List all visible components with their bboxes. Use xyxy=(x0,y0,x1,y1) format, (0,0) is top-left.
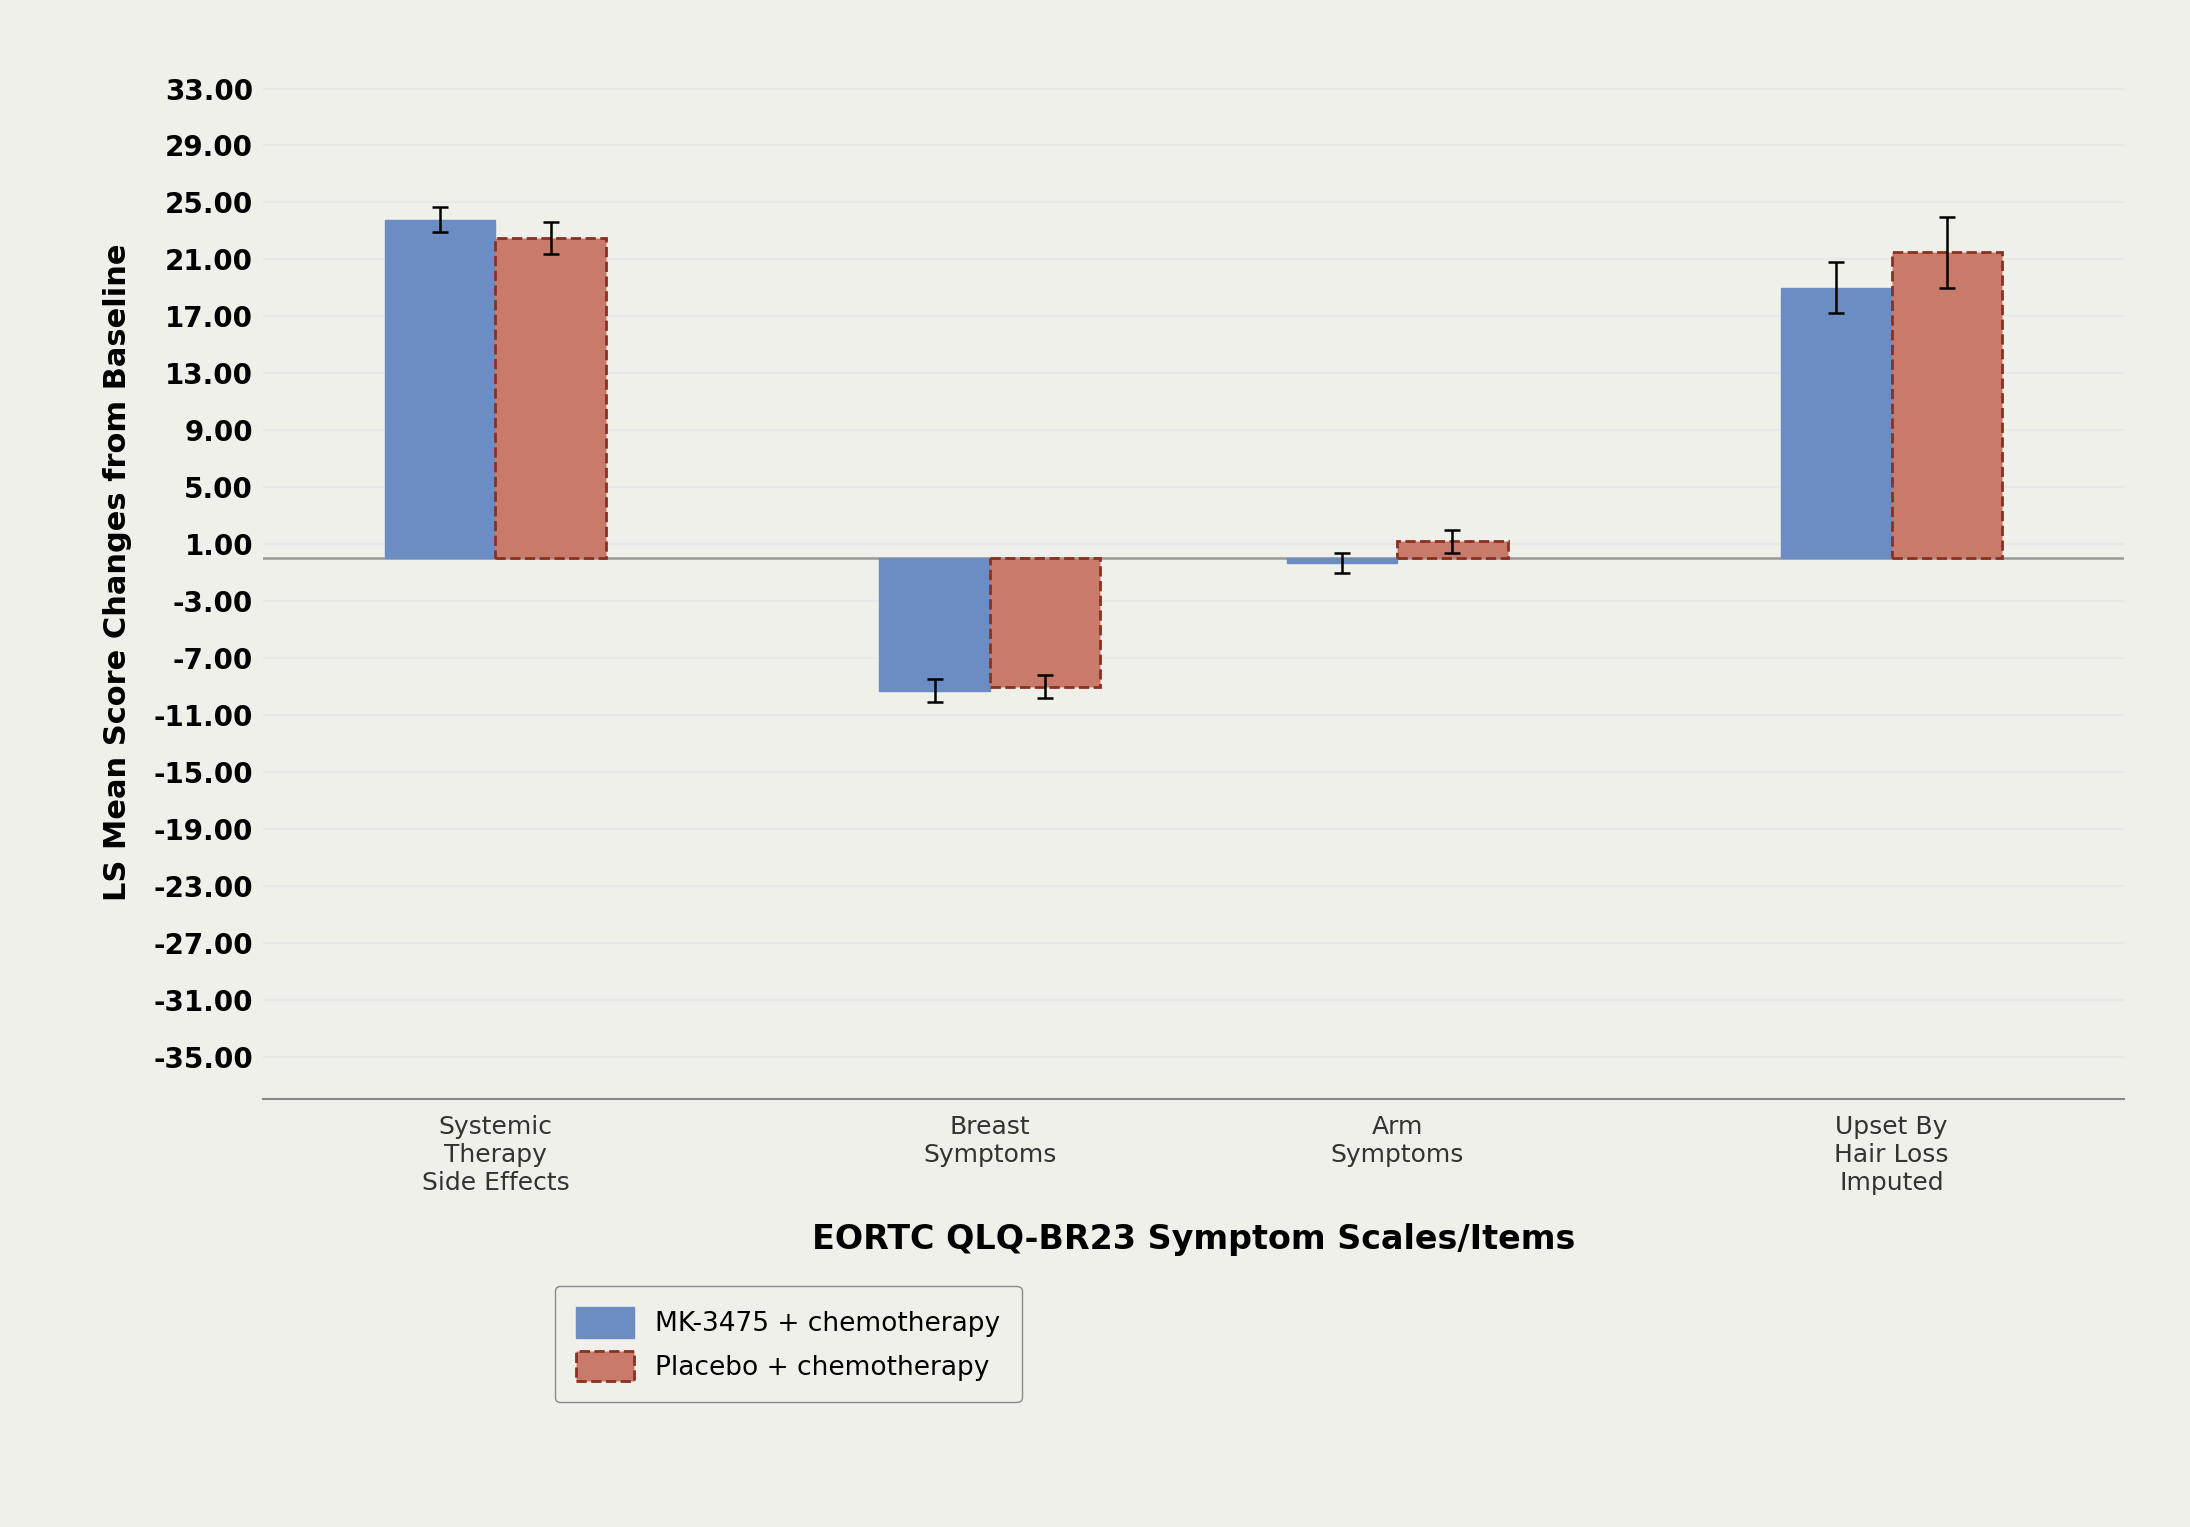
Bar xyxy=(495,238,607,559)
Bar xyxy=(880,559,990,690)
Bar xyxy=(385,220,495,559)
Bar xyxy=(1286,559,1397,562)
Bar xyxy=(990,559,1099,687)
Bar xyxy=(1780,289,1892,559)
Bar xyxy=(1397,541,1507,559)
Bar xyxy=(1892,252,2002,559)
Legend: MK-3475 + chemotherapy, Placebo + chemotherapy: MK-3475 + chemotherapy, Placebo + chemot… xyxy=(556,1286,1023,1402)
X-axis label: EORTC QLQ-BR23 Symptom Scales/Items: EORTC QLQ-BR23 Symptom Scales/Items xyxy=(812,1223,1575,1255)
Y-axis label: LS Mean Score Changes from Baseline: LS Mean Score Changes from Baseline xyxy=(103,244,131,901)
